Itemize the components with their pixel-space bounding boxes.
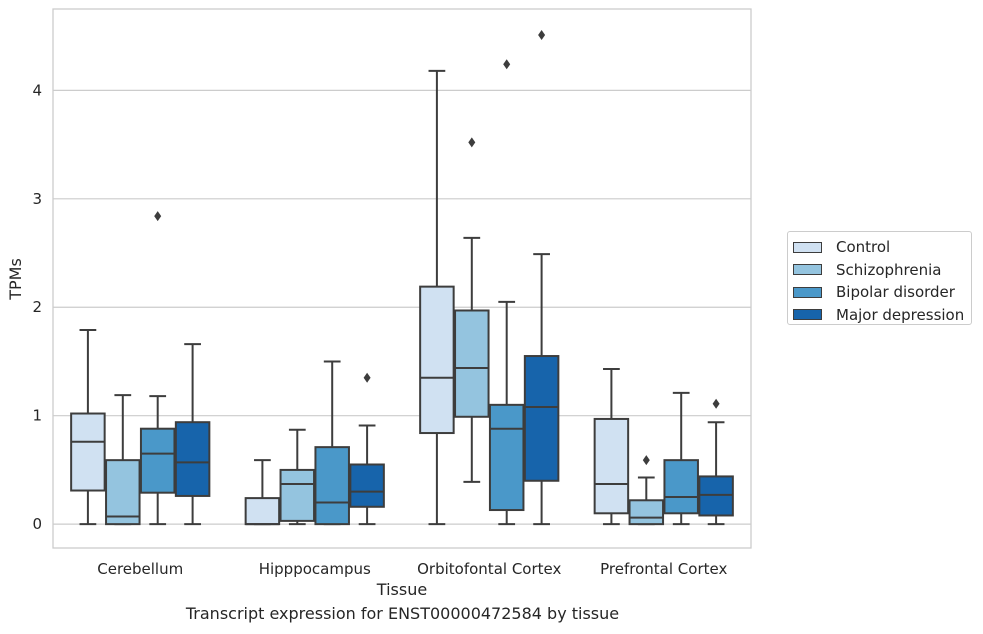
box-body (663, 459, 699, 515)
y-tick-label: 3 (32, 190, 42, 208)
legend-label: Bipolar disorder (836, 283, 955, 302)
outlier-point (154, 211, 162, 222)
legend-swatch (793, 241, 822, 253)
y-tick-labels: 0 1 2 3 4 (32, 81, 42, 533)
outlier-point (363, 372, 371, 383)
box-bipolar-disorder (314, 360, 350, 526)
box-body (139, 427, 176, 494)
legend-item: Schizophrenia (793, 259, 971, 282)
outlier-point (468, 137, 476, 148)
outlier-point (642, 455, 650, 466)
legend: Control Schizophrenia Bipolar disorder Majo… (787, 231, 972, 325)
box-body (628, 499, 665, 526)
plot-area-frame (52, 8, 752, 549)
box-body (70, 412, 106, 492)
box-body (698, 475, 734, 517)
y-axis-label: TPMs (6, 258, 25, 301)
y-tick-label: 2 (32, 298, 42, 316)
box-bipolar-disorder (488, 59, 525, 526)
box-bipolar-disorder (139, 211, 176, 526)
legend-item: Control (793, 236, 971, 259)
legend-item: Major depression (793, 304, 971, 327)
box-major-depression (523, 30, 560, 526)
boxes-layer (70, 30, 734, 526)
y-tick-label: 0 (32, 515, 42, 533)
outlier-point (503, 59, 511, 70)
x-tick-label: Cerebellum (97, 560, 183, 578)
y-tick-label: 4 (32, 81, 42, 99)
x-tick-label: Prefrontal Cortex (600, 560, 727, 578)
box-body (105, 459, 141, 526)
box-body (523, 355, 560, 482)
legend-item: Bipolar disorder (793, 281, 971, 304)
legend-label: Schizophrenia (836, 260, 942, 279)
legend-swatch (793, 264, 822, 276)
legend-swatch (793, 286, 822, 298)
box-schizophrenia (628, 455, 665, 526)
box-bipolar-disorder (663, 391, 699, 526)
x-axis-label: Tissue (376, 580, 427, 599)
legend-swatch (793, 309, 822, 321)
box-body (488, 403, 525, 512)
box-control (244, 459, 281, 526)
box-body (593, 417, 630, 515)
box-body (279, 468, 316, 522)
box-schizophrenia (105, 394, 141, 526)
outlier-point (538, 30, 546, 41)
box-major-depression (174, 343, 211, 526)
legend-label: Control (836, 238, 891, 257)
chart-caption: Transcript expression for ENST0000047258… (185, 604, 620, 623)
box-body (174, 421, 211, 497)
box-body (244, 497, 281, 526)
box-control (70, 329, 106, 526)
legend-label: Major depression (836, 305, 965, 324)
y-tick-label: 1 (32, 407, 42, 425)
outlier-point (712, 398, 720, 409)
x-tick-label: Hipppocampus (259, 560, 371, 578)
x-tick-labels: Cerebellum Hipppocampus Orbitofontal Corte… (97, 560, 727, 578)
box-body (454, 309, 490, 418)
box-body (349, 463, 385, 508)
box-schizophrenia (279, 428, 316, 526)
box-control (419, 69, 455, 526)
box-schizophrenia (454, 137, 490, 483)
box-body (314, 446, 350, 526)
x-tick-label: Orbitofontal Cortex (417, 560, 561, 578)
box-major-depression (698, 398, 734, 526)
box-body (419, 285, 455, 435)
box-control (593, 368, 630, 526)
box-major-depression (349, 372, 385, 526)
